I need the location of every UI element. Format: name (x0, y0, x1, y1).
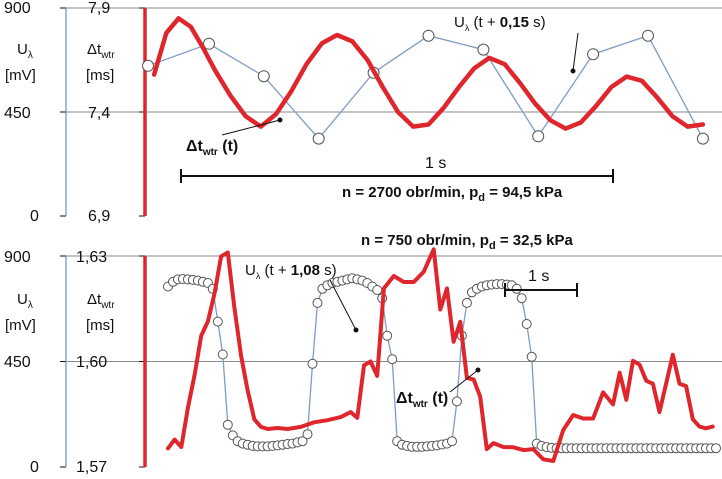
bottom-delay-pointer (449, 369, 479, 393)
bottom-right-axis-unit: [ms] (86, 317, 114, 334)
bottom-right-axis-label: Δtwtr (87, 291, 115, 311)
top-lambda-point (312, 132, 325, 145)
bottom-lambda-pointer-dot (353, 327, 359, 333)
top-delay-pointer (221, 119, 281, 136)
bottom-left-axis-label: Uλ (17, 291, 33, 311)
top-scale-bar (180, 169, 614, 183)
bottom-delay-pointer-dot (475, 367, 481, 373)
bottom-lambda-point (511, 283, 522, 294)
bottom-left-tick-900: 900 (4, 249, 31, 266)
top-right-tick-6-9: 6,9 (88, 208, 110, 225)
top-lambda-point (257, 70, 270, 83)
bottom-left-tick-450: 450 (4, 354, 31, 371)
top-right-axis-label: Δtwtr (87, 41, 115, 61)
top-left-tick-450: 450 (4, 105, 31, 122)
bottom-lambda-point (372, 285, 383, 295)
top-left-tick-900: 900 (4, 0, 31, 17)
top-lambda-pointer-dot (570, 68, 576, 74)
bottom-right-tick-1-60: 1,60 (76, 354, 107, 371)
bottom-right-tick-1-63: 1,63 (76, 249, 107, 266)
bottom-lambda-point (212, 316, 223, 327)
bottom-lambda-point (307, 358, 318, 369)
bottom-lambda-point (312, 297, 323, 308)
bottom-left-axis-unit: [mV] (5, 317, 36, 334)
top-delay-pointer-dot (277, 117, 283, 123)
bottom-lambda-point (526, 351, 537, 362)
top-left-tick-0: 0 (30, 208, 39, 225)
top-lambda-point (477, 43, 490, 56)
bottom-lambda-series (163, 273, 721, 454)
top-lambda-point (587, 48, 600, 61)
top-scale-bar-label: 1 s (425, 155, 446, 172)
bottom-scale-bar (504, 283, 578, 297)
top-lambda-point (696, 132, 709, 145)
top-left-axis-unit: [mV] (5, 67, 36, 84)
bottom-lambda-pointer (329, 279, 357, 331)
top-right-tick-7-9: 7,9 (88, 0, 110, 17)
bottom-lambda-point (447, 436, 457, 447)
bottom-chart: n = 750 obr/min, pd = 32,5 kPa 900 450 0… (4, 232, 722, 476)
bottom-delay-label: Δtwtr (t) (396, 390, 448, 410)
top-lambda-label: Uλ (t + 0,15 s) (454, 14, 546, 33)
bottom-lambda-point (302, 429, 313, 440)
bottom-lambda-point (217, 349, 228, 360)
bottom-condition-label: n = 750 obr/min, pd = 32,5 kPa (361, 232, 573, 252)
bottom-scale-bar-label: 1 s (528, 268, 549, 285)
top-lambda-point (532, 130, 545, 143)
bottom-lambda-point (516, 293, 527, 304)
bottom-lambda-point (382, 330, 393, 341)
top-lambda-point (642, 29, 654, 42)
top-right-tick-7-4: 7,4 (88, 105, 110, 122)
top-lambda-point (203, 37, 215, 50)
bottom-left-tick-0: 0 (30, 459, 39, 476)
top-delay-label: Δtwtr (t) (186, 138, 238, 158)
bottom-lambda-point (461, 297, 472, 308)
top-lambda-point (422, 29, 435, 42)
top-lambda-pointer (572, 32, 579, 72)
top-lambda-point (142, 59, 154, 72)
top-condition-label: n = 2700 obr/min, pd = 94,5 kPa (342, 184, 563, 204)
top-chart: 900 450 0 7,9 7,4 6,9 Uλ [mV] Δtwtr [ms]… (4, 0, 722, 225)
bottom-lambda-point (521, 319, 532, 329)
bottom-lambda-point (387, 354, 398, 365)
bottom-lambda-label: Uλ (t + 1,08 s) (245, 262, 337, 281)
bottom-lambda-point (711, 443, 721, 454)
bottom-lambda-point (451, 396, 462, 407)
bottom-delay-series (166, 247, 715, 463)
bottom-lambda-point (222, 419, 233, 430)
top-right-axis-unit: [ms] (86, 67, 114, 84)
bottom-right-tick-1-57: 1,57 (76, 459, 107, 476)
bottom-lambda-point (297, 436, 308, 447)
top-gridlines (60, 7, 722, 217)
top-left-axis-label: Uλ (17, 41, 33, 61)
top-delay-series (151, 16, 706, 131)
